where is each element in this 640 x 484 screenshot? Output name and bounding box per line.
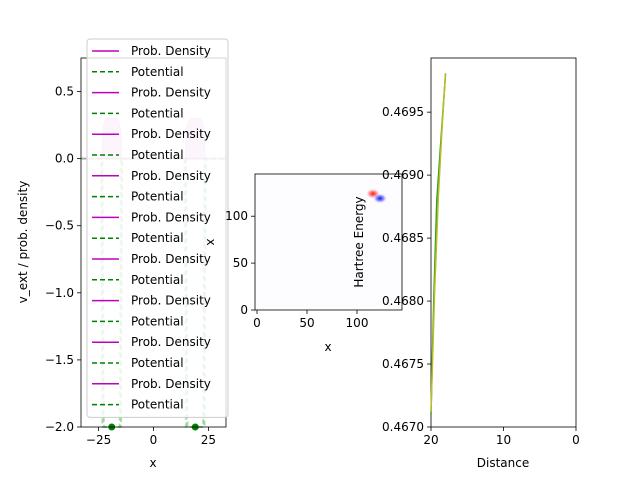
heatmap-chart: 0 50 100 0 50 100 x x xyxy=(204,173,403,354)
x-ticks-2: 0 50 100 xyxy=(253,310,368,330)
legend-entry: Prob. Density xyxy=(131,377,211,391)
legend-box xyxy=(86,38,229,418)
x-axis-label-2: x xyxy=(324,340,331,354)
legend-entry: Potential xyxy=(131,190,184,204)
legend-entry: Prob. Density xyxy=(131,335,211,349)
x-tick-label: 0 xyxy=(253,316,261,330)
y-tick-label: 0.4680 xyxy=(382,294,424,308)
x-tick-label: 0 xyxy=(150,433,158,447)
potential-density-chart: −25 0 25 0.5 0.0 −0.5 −1.0 −1.5 −2.0 x v_ext / … xyxy=(16,38,229,470)
x-ticks-1: −25 0 25 xyxy=(86,427,216,447)
legend-entry: Prob. Density xyxy=(131,210,211,224)
x-tick-label: 0 xyxy=(572,433,580,447)
legend-entry: Potential xyxy=(131,398,184,412)
legend-entry: Prob. Density xyxy=(131,252,211,266)
legend-entry: Prob. Density xyxy=(131,86,211,100)
heatmap-blobs xyxy=(366,188,387,204)
y-tick-label: 0.4690 xyxy=(382,168,424,182)
x-axis-label-1: x xyxy=(149,456,156,470)
legend-entry: Potential xyxy=(131,273,184,287)
x-tick-label: 100 xyxy=(346,316,369,330)
y-axis-label-3: Hartree Energy xyxy=(352,196,366,287)
legend-entry: Potential xyxy=(131,148,184,162)
y-tick-label: 0 xyxy=(240,303,248,317)
y-tick-label: 50 xyxy=(233,256,248,270)
y-tick-label: −1.0 xyxy=(45,286,74,300)
legend: Prob. Density Potential Prob. Density Poten… xyxy=(86,38,229,418)
legend-entry: Potential xyxy=(131,65,184,79)
x-tick-label: 50 xyxy=(299,316,314,330)
y-axis-label-2: x xyxy=(204,238,218,245)
legend-entry: Potential xyxy=(131,231,184,245)
y-tick-label: 0.4670 xyxy=(382,420,424,434)
x-axis-label-3: Distance xyxy=(477,456,529,470)
legend-entry: Potential xyxy=(131,314,184,328)
y-tick-label: 0.4685 xyxy=(382,231,424,245)
legend-entry: Prob. Density xyxy=(131,294,211,308)
y-tick-label: 0.0 xyxy=(55,152,74,166)
x-tick-label: −25 xyxy=(86,433,111,447)
y-tick-label: 0.4695 xyxy=(382,105,424,119)
energy-distance-chart: 20 10 0 0.46700.46750.46800.46850.46900.46… xyxy=(352,57,580,470)
x-tick-label: 25 xyxy=(201,433,216,447)
axes-frame-3 xyxy=(430,57,577,428)
energy-line xyxy=(430,73,447,412)
y-ticks-1: 0.5 0.0 −0.5 −1.0 −1.5 −2.0 xyxy=(45,85,81,434)
legend-entry: Prob. Density xyxy=(131,127,211,141)
x-ticks-3: 20 10 0 xyxy=(423,427,580,447)
y-tick-label: −1.5 xyxy=(45,353,74,367)
y-axis-label-1: v_ext / prob. density xyxy=(16,181,30,304)
y-tick-label: −0.5 xyxy=(45,219,74,233)
y-tick-label: 0.4675 xyxy=(382,357,424,371)
density-blob-negative xyxy=(373,193,387,204)
y-tick-label: 100 xyxy=(225,209,248,223)
y-tick-label: 0.5 xyxy=(55,85,74,99)
legend-entry: Prob. Density xyxy=(131,169,211,183)
x-tick-label: 20 xyxy=(423,433,438,447)
y-tick-label: −2.0 xyxy=(45,420,74,434)
legend-entry: Potential xyxy=(131,106,184,120)
x-tick-label: 10 xyxy=(496,433,511,447)
legend-entry: Prob. Density xyxy=(131,44,211,58)
y-ticks-2: 0 50 100 xyxy=(225,209,255,317)
y-ticks-3: 0.4670 0.4675 0.4680 0.4685 0.4690 0.4695 xyxy=(382,105,431,434)
legend-entry: Potential xyxy=(131,356,184,370)
energy-series xyxy=(430,73,447,415)
